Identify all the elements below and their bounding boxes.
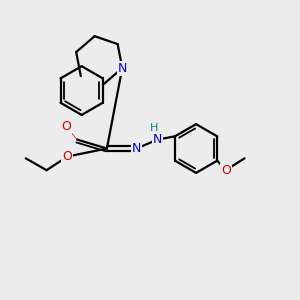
Text: O: O <box>221 164 231 177</box>
Text: N: N <box>118 61 127 75</box>
Text: O: O <box>61 120 71 133</box>
Text: N: N <box>132 142 141 155</box>
Text: H: H <box>150 123 158 133</box>
Text: N: N <box>153 133 162 146</box>
Text: O: O <box>62 150 72 163</box>
